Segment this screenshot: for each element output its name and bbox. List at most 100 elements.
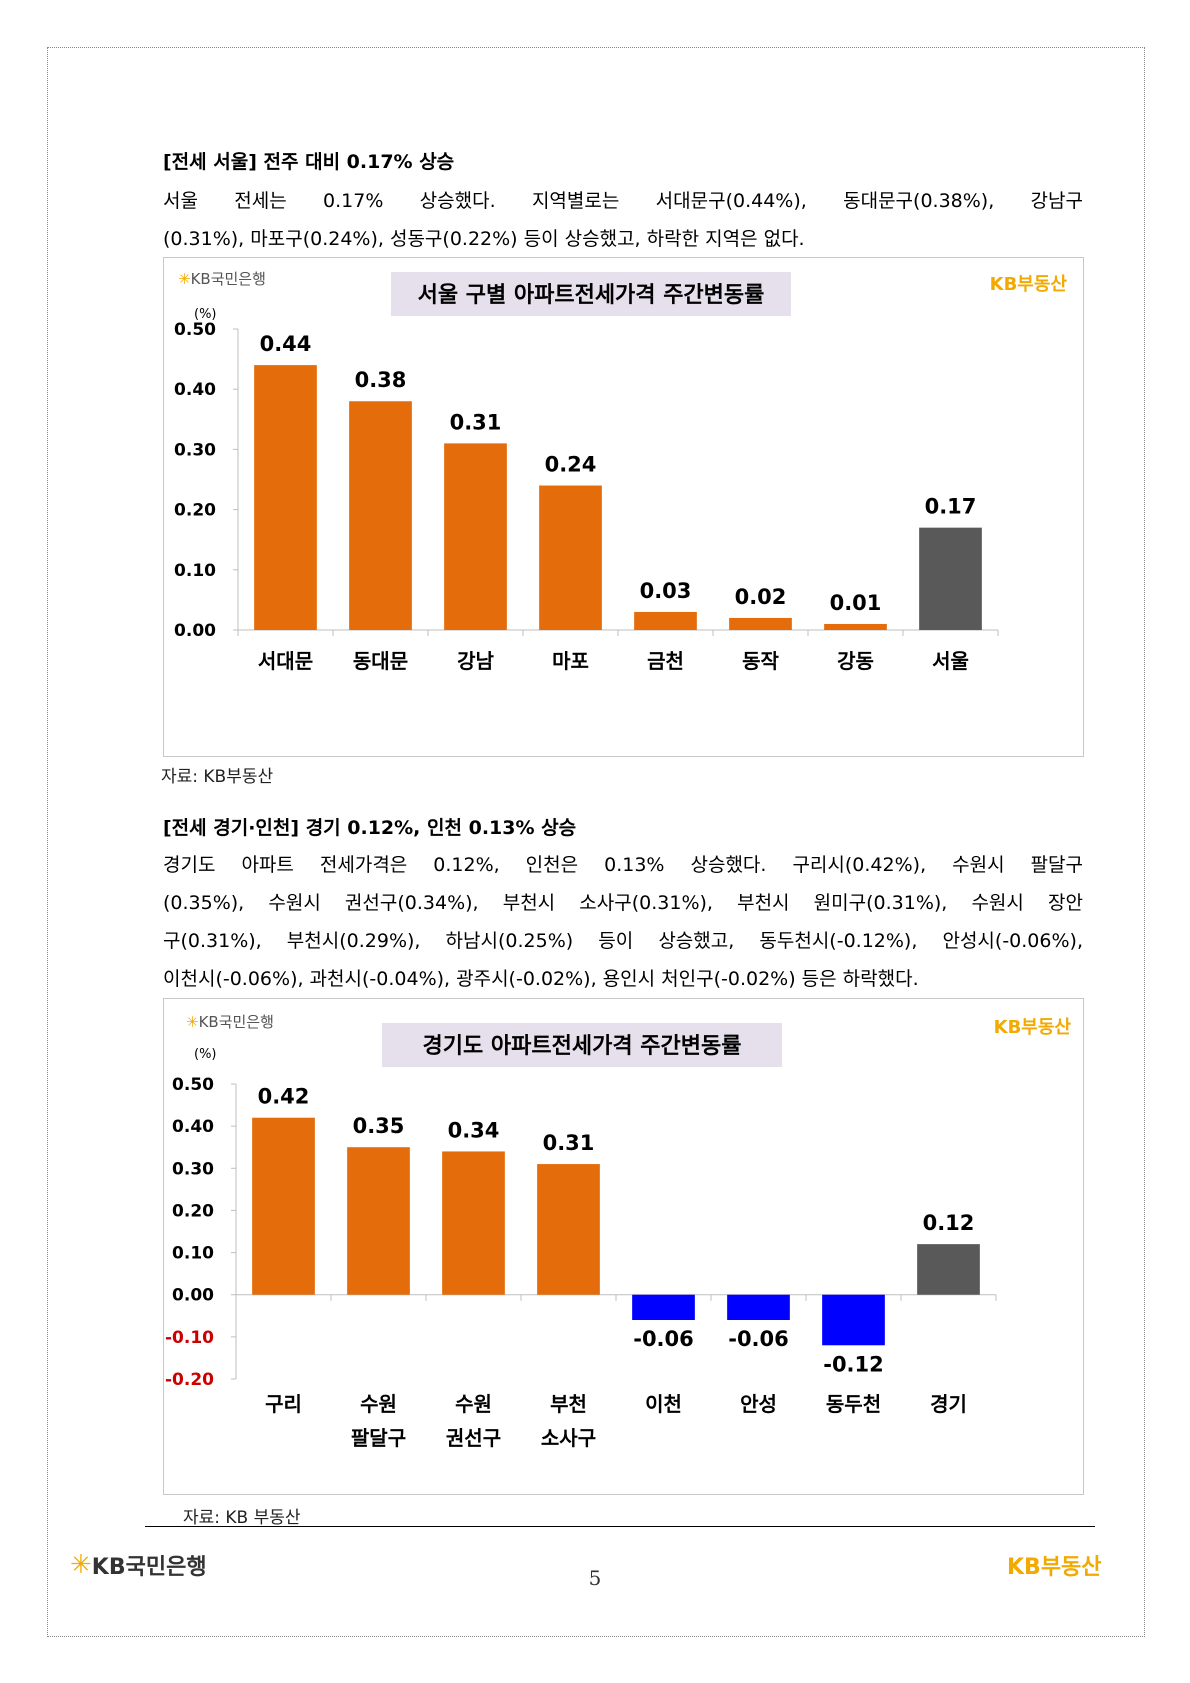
y-tick-label: 0.40: [172, 1117, 214, 1137]
paragraph-line: (0.35%), 수원시 권선구(0.34%), 부천시 소사구(0.31%),…: [163, 892, 1083, 914]
y-tick-label: 0.30: [174, 440, 216, 460]
footer-divider: [145, 1526, 1095, 1527]
bar: [824, 623, 887, 630]
bar: [349, 401, 412, 630]
y-tick-label: 0.10: [174, 561, 216, 581]
y-tick-label: 0.00: [174, 621, 216, 641]
section-heading-seoul: [전세 서울] 전주 대비 0.17% 상승: [163, 151, 455, 173]
y-tick-label: 0.50: [174, 320, 216, 340]
data-label: 0.31: [543, 1131, 595, 1155]
section-paragraph-gyeonggi: 경기도 아파트 전세가격은 0.12%, 인천은 0.13% 상승했다. 구리시…: [163, 846, 1083, 998]
bar: [252, 1117, 315, 1295]
data-label: 0.02: [735, 585, 787, 609]
kb-star-icon: ✳: [186, 1012, 199, 1031]
y-tick-label: -0.10: [165, 1328, 214, 1348]
paragraph-line: 이천시(-0.06%), 과천시(-0.04%), 광주시(-0.02%), 용…: [163, 968, 919, 990]
data-label: 0.35: [353, 1114, 405, 1138]
bar: [347, 1147, 410, 1295]
data-label: 0.24: [545, 453, 597, 477]
bar: [537, 1164, 600, 1295]
gyeonggi-chart-svg: 경기도 아파트전세가격 주간변동률 (%) 0.50 0.40 0.30 0.20 0.10…: [165, 1023, 997, 1450]
kb-star-icon: ✳: [178, 269, 191, 288]
chart-title-background: [382, 1023, 782, 1067]
paragraph-line: (0.31%), 마포구(0.24%), 성동구(0.22%) 등이 상승했고,…: [163, 228, 805, 250]
bar: [632, 1294, 695, 1320]
gyeonggi-chart: ✳ KB국민은행 KB부동산 경기도 아파트전세가격 주간변동률 (%) 0.50 0…: [163, 998, 1084, 1495]
data-label: 0.38: [355, 368, 407, 392]
section-heading-gyeonggi: [전세 경기·인천] 경기 0.12%, 인천 0.13% 상승: [163, 817, 577, 839]
data-label: -0.06: [728, 1327, 789, 1351]
category-label: 동대문: [353, 649, 408, 673]
footer-kb-realestate-logo: KB부동산: [1007, 1555, 1102, 1580]
kb-star-icon: ✳: [70, 1550, 92, 1580]
y-axis-unit: (%): [194, 307, 217, 322]
page-number: 5: [588, 1566, 602, 1590]
bar: [917, 1244, 980, 1295]
category-label: 강남: [457, 649, 494, 673]
kb-realestate-logo: KB부동산: [989, 274, 1067, 295]
kb-bank-logo-text: KB국민은행: [190, 270, 266, 288]
data-label: -0.06: [633, 1327, 694, 1351]
bar: [822, 1294, 885, 1346]
seoul-chart: ✳ KB국민은행 KB부동산 서울 구별 아파트전세가격 주간변동률 (%) 0.5…: [163, 257, 1084, 757]
paragraph-line: 서울 전세는 0.17% 상승했다. 지역별로는 서대문구(0.44%), 동대…: [163, 190, 1083, 212]
category-label: 금천: [647, 649, 684, 673]
category-label: 경기: [930, 1392, 967, 1416]
category-label: 구리: [265, 1392, 302, 1416]
chart-title: 경기도 아파트전세가격 주간변동률: [423, 1034, 742, 1059]
kb-bank-logo: ✳ KB국민은행: [178, 268, 266, 289]
category-label: 부천: [550, 1392, 587, 1416]
seoul-chart-svg: 서울 구별 아파트전세가격 주간변동률 (%)0.50 0.40 0.30 0.20 0.…: [174, 272, 999, 673]
category-label: 소사구: [541, 1426, 596, 1450]
footer-kb-bank-logo: ✳ KB국민은행: [70, 1549, 207, 1581]
bar: [539, 485, 602, 630]
footer-kb-bank-text: KB국민은행: [91, 1555, 207, 1580]
bar: [729, 617, 792, 630]
page-border: [47, 47, 1145, 1637]
category-label: 서울: [932, 649, 969, 673]
data-label: 0.42: [258, 1085, 310, 1109]
category-label: 동작: [742, 649, 779, 673]
bar: [634, 611, 697, 630]
paragraph-line: 경기도 아파트 전세가격은 0.12%, 인천은 0.13% 상승했다. 구리시…: [163, 854, 1083, 876]
y-tick-label: -0.20: [165, 1370, 214, 1390]
category-label: 권선구: [446, 1426, 501, 1450]
y-axis-unit: (%): [194, 1047, 217, 1062]
y-tick-label: 0.50: [172, 1075, 214, 1095]
y-tick-label: 0.20: [172, 1201, 214, 1221]
category-label: 서대문: [258, 649, 313, 673]
data-label: 0.44: [260, 332, 312, 356]
kb-bank-logo-text: KB국민은행: [198, 1013, 274, 1031]
category-label: 수원: [360, 1392, 397, 1416]
bar: [919, 527, 982, 630]
category-label: 마포: [552, 649, 589, 673]
data-label: 0.01: [830, 591, 882, 615]
category-label: 안성: [740, 1392, 777, 1416]
y-tick-label: 0.30: [172, 1159, 214, 1179]
data-label: 0.31: [450, 410, 502, 434]
chart-title: 서울 구별 아파트전세가격 주간변동률: [418, 283, 765, 308]
category-label: 팔달구: [351, 1426, 406, 1450]
data-label: 0.12: [923, 1211, 975, 1235]
category-label: 이천: [645, 1392, 682, 1416]
category-label: 수원: [455, 1392, 492, 1416]
data-label: -0.12: [823, 1352, 884, 1376]
data-label: 0.34: [448, 1118, 500, 1142]
y-tick-label: 0.10: [172, 1244, 214, 1264]
y-tick-label: 0.40: [174, 380, 216, 400]
data-label: 0.03: [640, 579, 692, 603]
y-tick-label: 0.00: [172, 1286, 214, 1306]
bar: [442, 1151, 505, 1295]
kb-bank-logo: ✳ KB국민은행: [186, 1011, 274, 1032]
chart-source-seoul: 자료: KB부동산: [161, 767, 274, 787]
data-label: 0.17: [925, 495, 977, 519]
y-tick-label: 0.20: [174, 501, 216, 521]
bar: [727, 1294, 790, 1320]
section-paragraph-seoul: 서울 전세는 0.17% 상승했다. 지역별로는 서대문구(0.44%), 동대…: [163, 182, 1083, 258]
paragraph-line: 구(0.31%), 부천시(0.29%), 하남시(0.25%) 등이 상승했고…: [163, 930, 1083, 952]
chart-title-background: [391, 272, 791, 316]
chart-source-gyeonggi: 자료: KB 부동산: [183, 1508, 301, 1528]
category-label: 강동: [837, 649, 874, 673]
kb-realestate-logo: KB부동산: [993, 1017, 1071, 1038]
bar: [444, 443, 507, 630]
